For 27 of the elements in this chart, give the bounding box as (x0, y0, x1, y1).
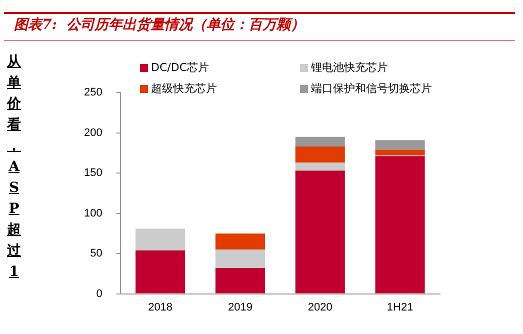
bar (295, 146, 345, 163)
bar (375, 150, 425, 156)
bar (295, 170, 345, 294)
bar (215, 268, 265, 294)
bar (295, 162, 345, 171)
x-tick-label: 2019 (228, 301, 252, 314)
y-tick-label: 50 (90, 248, 102, 260)
legend-label: 锂电池快充芯片 (310, 60, 389, 75)
bar (215, 233, 265, 250)
x-tick-label: 1H21 (386, 301, 414, 314)
bar (375, 140, 425, 150)
y-tick-label: 100 (84, 207, 102, 220)
legend-label: DC/DC芯片 (150, 60, 210, 75)
legend-label: 端口保护和信号切换芯片 (310, 81, 433, 96)
bar (136, 250, 186, 294)
bar (215, 250, 265, 268)
bar (136, 228, 186, 250)
bar (295, 136, 345, 147)
bar (375, 156, 425, 294)
x-tick-label: 2020 (308, 301, 332, 314)
y-tick-label: 0 (96, 288, 102, 300)
chart-title: 图表7: 公司历年出货量情况（单位：百万颗） (14, 16, 305, 34)
x-tick-label: 2018 (148, 301, 173, 314)
y-tick-label: 150 (84, 167, 102, 180)
y-tick-label: 200 (84, 126, 102, 139)
y-tick-label: 250 (84, 86, 102, 99)
legend-label: 超级快充芯片 (150, 81, 218, 96)
